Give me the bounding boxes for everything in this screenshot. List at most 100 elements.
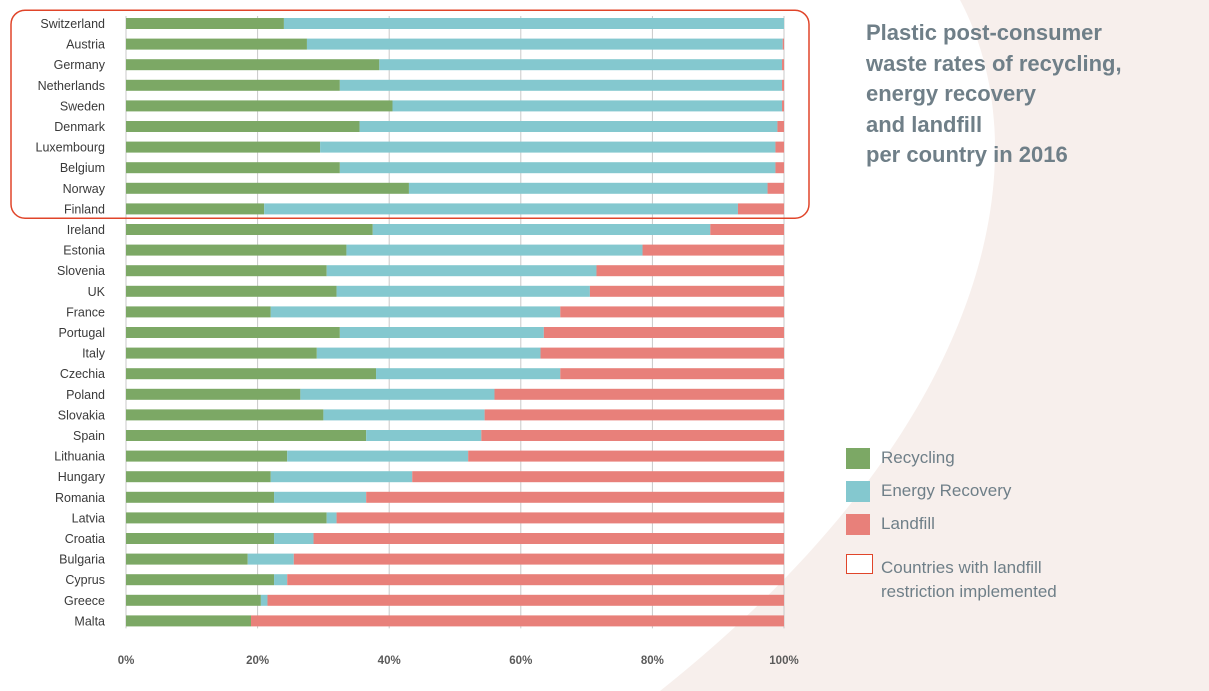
bar-poland-recycling bbox=[126, 388, 301, 400]
bar-netherlands-landfill bbox=[782, 79, 784, 91]
bar-finland-landfill bbox=[737, 203, 784, 215]
bar-switzerland-recycling bbox=[126, 18, 284, 29]
bar-austria-landfill bbox=[782, 38, 784, 50]
bar-czechia-energy-recovery bbox=[376, 368, 561, 380]
bar-portugal-recycling bbox=[126, 327, 340, 338]
bar-malta-recycling bbox=[126, 615, 252, 627]
bar-france-recycling bbox=[126, 306, 271, 318]
landfill-restriction-highlight-box bbox=[10, 9, 810, 219]
bar-lithuania-recycling bbox=[126, 450, 288, 462]
legend-note-line-2: restriction implemented bbox=[881, 582, 1057, 601]
bar-germany-energy-recovery bbox=[379, 59, 783, 71]
bar-slovakia-energy-recovery bbox=[323, 409, 485, 421]
bar-luxembourg-energy-recovery bbox=[320, 141, 776, 153]
bar-cyprus-recycling bbox=[126, 574, 275, 586]
gridlines bbox=[125, 16, 785, 629]
bar-poland-landfill bbox=[494, 388, 784, 400]
bar-slovenia-landfill bbox=[596, 265, 784, 277]
bar-bulgaria-landfill bbox=[293, 553, 784, 565]
category-label-finland: Finland bbox=[64, 202, 105, 216]
bar-cyprus-energy-recovery bbox=[274, 574, 288, 586]
title-line-3: energy recovery bbox=[866, 81, 1036, 106]
x-tick-label-20: 20% bbox=[246, 655, 269, 667]
category-label-lithuania: Lithuania bbox=[54, 450, 105, 464]
bar-czechia-landfill bbox=[560, 368, 784, 380]
bar-latvia-energy-recovery bbox=[326, 512, 337, 524]
bars bbox=[126, 18, 785, 627]
legend-note: Countries with landfill restriction impl… bbox=[881, 556, 1181, 604]
bar-finland-energy-recovery bbox=[264, 203, 738, 215]
category-labels: Switzerland Austria Germany Netherlands Swed… bbox=[36, 17, 106, 628]
bar-portugal-landfill bbox=[543, 327, 784, 338]
bar-austria-energy-recovery bbox=[306, 38, 783, 50]
bar-ireland-energy-recovery bbox=[372, 224, 711, 235]
category-label-poland: Poland bbox=[66, 388, 105, 402]
legend-label-recycling: Recycling bbox=[881, 448, 955, 467]
bar-france-energy-recovery bbox=[270, 306, 561, 318]
bar-uk-landfill bbox=[589, 285, 784, 297]
legend-label-energy-recovery: Energy Recovery bbox=[881, 481, 1012, 500]
bar-slovakia-landfill bbox=[484, 409, 784, 421]
title-line-2: waste rates of recycling, bbox=[866, 50, 1122, 76]
x-tick-label-80: 80% bbox=[641, 655, 664, 667]
bar-italy-recycling bbox=[126, 347, 317, 359]
chart-title: Plastic post-consumer waste rates of rec… bbox=[866, 18, 1206, 171]
category-label-germany: Germany bbox=[54, 58, 106, 72]
bar-spain-energy-recovery bbox=[366, 430, 482, 441]
bar-sweden-recycling bbox=[126, 100, 393, 112]
bar-slovenia-recycling bbox=[126, 265, 327, 277]
legend-note-line-1: Countries with landfill bbox=[881, 558, 1042, 577]
bar-belgium-landfill bbox=[775, 162, 784, 174]
bar-norway-recycling bbox=[126, 182, 409, 194]
bar-estonia-energy-recovery bbox=[346, 244, 643, 256]
category-label-greece: Greece bbox=[64, 594, 105, 608]
bar-hungary-recycling bbox=[126, 471, 271, 483]
legend-swatch-highlight-box bbox=[846, 554, 873, 574]
category-label-sweden: Sweden bbox=[60, 99, 105, 113]
bar-uk-energy-recovery bbox=[336, 285, 590, 297]
bar-denmark-energy-recovery bbox=[359, 121, 778, 132]
bar-cyprus-landfill bbox=[287, 574, 784, 586]
category-label-switzerland: Switzerland bbox=[40, 17, 105, 31]
x-tick-label-60: 60% bbox=[509, 655, 532, 667]
bar-czechia-recycling bbox=[126, 368, 377, 380]
bar-malta-landfill bbox=[251, 615, 784, 627]
bar-ireland-landfill bbox=[710, 224, 784, 235]
bar-lithuania-energy-recovery bbox=[287, 450, 469, 462]
bar-ireland-recycling bbox=[126, 224, 373, 235]
category-label-czechia: Czechia bbox=[60, 367, 105, 381]
category-label-portugal: Portugal bbox=[58, 326, 105, 340]
title-line-1: Plastic post-consumer bbox=[866, 20, 1102, 45]
bar-finland-recycling bbox=[126, 203, 265, 215]
category-label-italy: Italy bbox=[82, 347, 106, 361]
bar-greece-energy-recovery bbox=[260, 594, 268, 606]
bar-croatia-landfill bbox=[313, 533, 784, 544]
category-label-netherlands: Netherlands bbox=[38, 79, 105, 93]
bar-poland-energy-recovery bbox=[300, 388, 495, 400]
category-label-ireland: Ireland bbox=[67, 223, 105, 237]
category-label-bulgaria: Bulgaria bbox=[59, 553, 105, 567]
category-label-france: France bbox=[66, 305, 105, 319]
bar-bulgaria-energy-recovery bbox=[247, 553, 294, 565]
category-label-austria: Austria bbox=[66, 38, 105, 52]
category-label-croatia: Croatia bbox=[65, 532, 105, 546]
bar-italy-energy-recovery bbox=[316, 347, 541, 359]
category-label-hungary: Hungary bbox=[58, 470, 106, 484]
bar-hungary-landfill bbox=[412, 471, 784, 483]
bar-netherlands-energy-recovery bbox=[339, 79, 783, 91]
bar-estonia-recycling bbox=[126, 244, 347, 256]
legend-swatch-energy-recovery bbox=[846, 481, 870, 502]
legend-swatch-landfill bbox=[846, 514, 870, 535]
x-tick-label-0: 0% bbox=[118, 655, 135, 667]
bar-denmark-landfill bbox=[777, 121, 784, 132]
bar-luxembourg-recycling bbox=[126, 141, 321, 153]
bar-croatia-recycling bbox=[126, 533, 275, 544]
category-label-estonia: Estonia bbox=[63, 244, 105, 258]
bar-uk-recycling bbox=[126, 285, 337, 297]
bar-italy-landfill bbox=[540, 347, 784, 359]
category-label-romania: Romania bbox=[55, 491, 105, 505]
category-label-luxembourg: Luxembourg bbox=[36, 141, 106, 155]
bar-france-landfill bbox=[560, 306, 784, 318]
